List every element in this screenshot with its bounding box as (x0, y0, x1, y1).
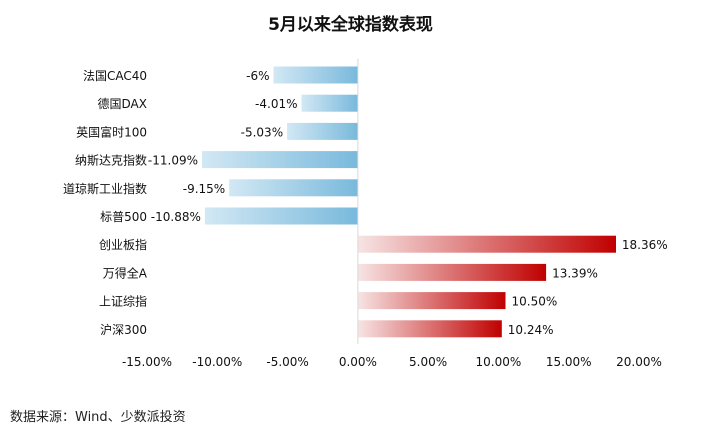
category-label: 上证综指 (99, 294, 147, 309)
category-label: 沪深300 (100, 323, 147, 337)
data-label: 10.24% (508, 323, 554, 337)
chart-title: 5月以来全球指数表现 (268, 15, 433, 35)
category-label: 标普500 (100, 210, 147, 224)
bar (301, 94, 358, 112)
category-label: 纳斯达克指数 (75, 153, 147, 168)
bar (357, 320, 502, 338)
data-label: -5.03% (241, 125, 283, 139)
bar (273, 66, 358, 84)
bar (357, 263, 547, 281)
x-tick-label: 20.00% (616, 355, 662, 369)
x-tick-label: 10.00% (476, 355, 522, 369)
x-tick-label: -10.00% (192, 355, 242, 369)
data-label: 18.36% (622, 238, 668, 252)
x-tick-label: 0.00% (339, 355, 377, 369)
data-label: -10.88% (151, 210, 201, 224)
x-tick-label: -5.00% (266, 355, 308, 369)
data-label: -6% (246, 69, 269, 83)
category-label: 英国富时100 (76, 124, 147, 139)
bar (202, 151, 358, 169)
category-label: 德国DAX (98, 96, 147, 111)
bar (287, 122, 358, 140)
bar (204, 207, 358, 225)
category-label: 创业板指 (99, 237, 147, 252)
category-label: 法国CAC40 (83, 69, 147, 83)
x-tick-label: 15.00% (546, 355, 592, 369)
bar (229, 179, 358, 197)
bar (357, 292, 506, 310)
data-label: 13.39% (552, 266, 598, 280)
data-label: -4.01% (255, 97, 297, 111)
category-label: 万得全A (103, 265, 148, 280)
data-label: 10.50% (512, 295, 558, 309)
x-tick-label: -15.00% (122, 355, 172, 369)
x-tick-label: 5.00% (409, 355, 447, 369)
source-note: 数据来源：Wind、少数派投资 (10, 410, 186, 425)
bar (357, 235, 616, 253)
data-label: -9.15% (183, 182, 225, 196)
category-label: 道琼斯工业指数 (63, 181, 147, 196)
data-label: -11.09% (148, 154, 198, 168)
